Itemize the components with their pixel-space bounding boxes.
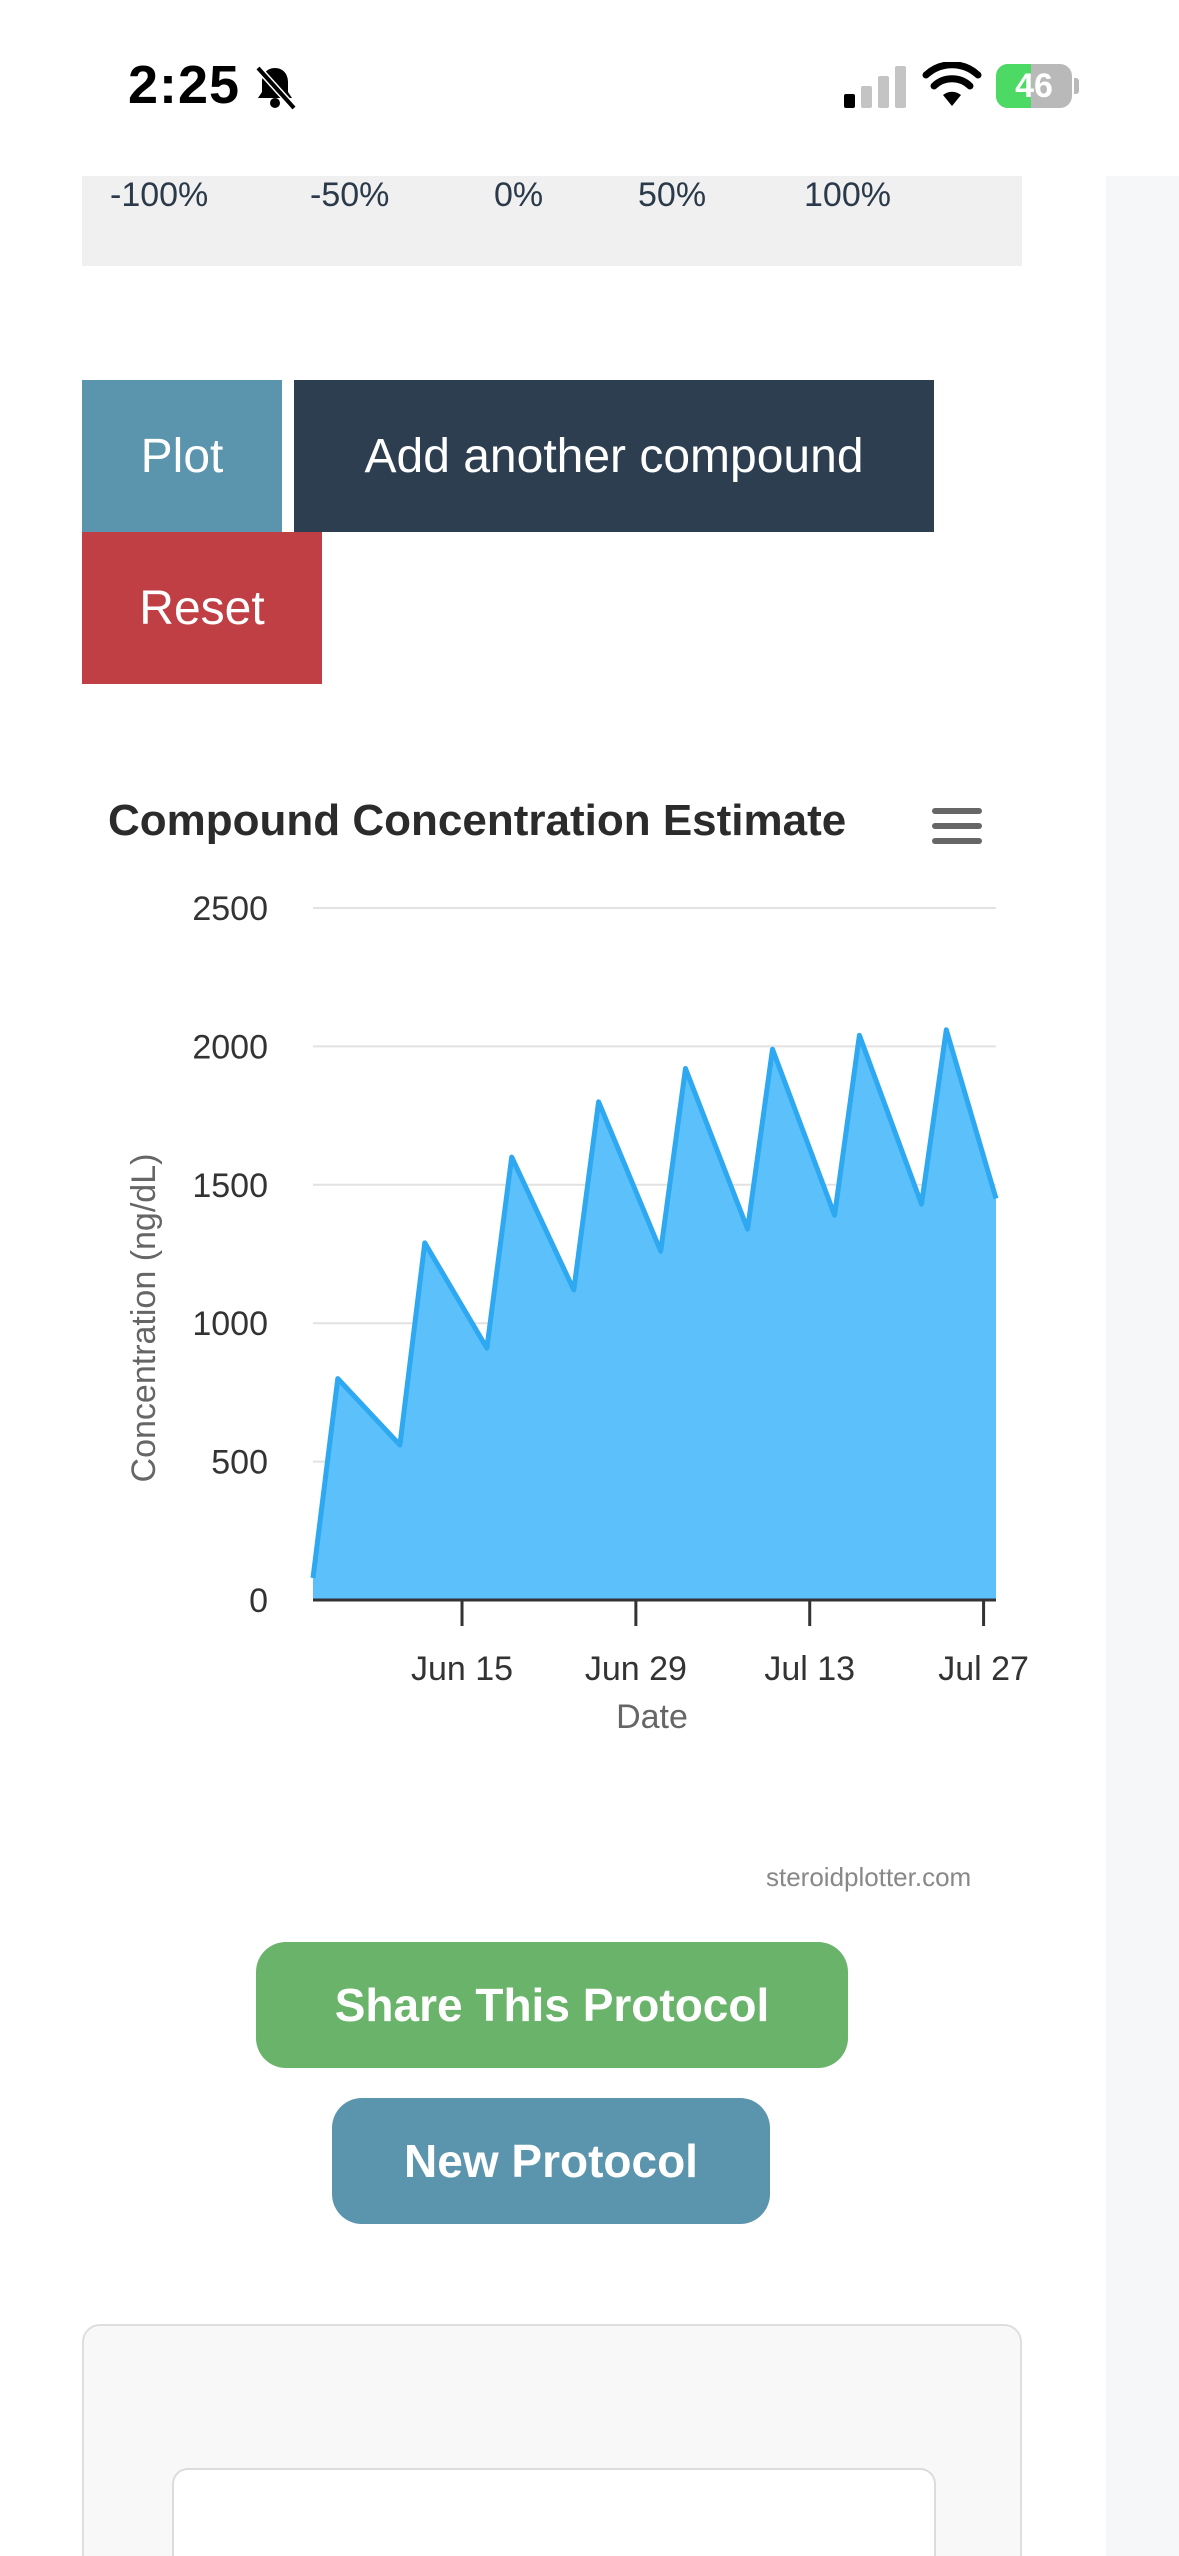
y-tick-label: 1500 <box>192 1167 268 1205</box>
chart-title: Compound Concentration Estimate <box>108 796 847 845</box>
y-axis-label: Concentration (ng/dL) <box>125 1154 163 1483</box>
status-bar: 2:25 46 <box>0 0 1179 176</box>
chart-credit[interactable]: steroidplotter.com <box>766 1862 972 1892</box>
concentration-chart: 0 500 1000 1500 2000 2500 Jun 15 Jun 29 Jul 13 J… <box>125 890 1029 1736</box>
x-axis-label: Date <box>616 1698 688 1736</box>
reset-button[interactable]: Reset <box>82 532 322 684</box>
page-side-strip <box>1106 176 1179 2556</box>
inner-card <box>172 2468 936 2556</box>
battery-indicator: 46 <box>996 64 1079 108</box>
scale-label: 50% <box>638 176 707 214</box>
y-tick-label: 1000 <box>192 1305 268 1343</box>
battery-percent: 46 <box>1015 67 1053 105</box>
scale-label: -100% <box>110 176 209 214</box>
y-tick-label: 2500 <box>192 890 268 928</box>
cellular-signal-icon <box>844 66 906 108</box>
x-tick-label: Jul 27 <box>938 1650 1029 1688</box>
bell-slash-icon <box>255 65 297 111</box>
scale-label: 0% <box>494 176 544 214</box>
add-compound-button[interactable]: Add another compound <box>294 380 934 532</box>
x-tick-label: Jul 13 <box>764 1650 855 1688</box>
series-line-nandrolone <box>310 1027 999 1579</box>
share-protocol-button[interactable]: Share This Protocol <box>256 1942 848 2068</box>
wifi-icon <box>922 62 982 106</box>
x-tick-label: Jun 15 <box>411 1650 513 1688</box>
status-time: 2:25 <box>128 55 241 115</box>
new-protocol-button[interactable]: New Protocol <box>332 2098 770 2224</box>
x-tick-label: Jun 29 <box>585 1650 687 1688</box>
scale-label: 100% <box>804 176 891 214</box>
y-tick-label: 500 <box>211 1444 268 1482</box>
plot-button[interactable]: Plot <box>82 380 282 532</box>
y-tick-label: 2000 <box>192 1028 268 1066</box>
bottom-card <box>82 2324 1022 2556</box>
chart-menu-icon[interactable] <box>932 806 982 846</box>
slider-scale-panel: -100% -50% 0% 50% 100% <box>82 176 1022 266</box>
battery-fill <box>996 64 1031 108</box>
y-tick-label: 0 <box>249 1582 268 1620</box>
series-area-nandrolone <box>313 1029 996 1600</box>
scale-label: -50% <box>310 176 390 214</box>
